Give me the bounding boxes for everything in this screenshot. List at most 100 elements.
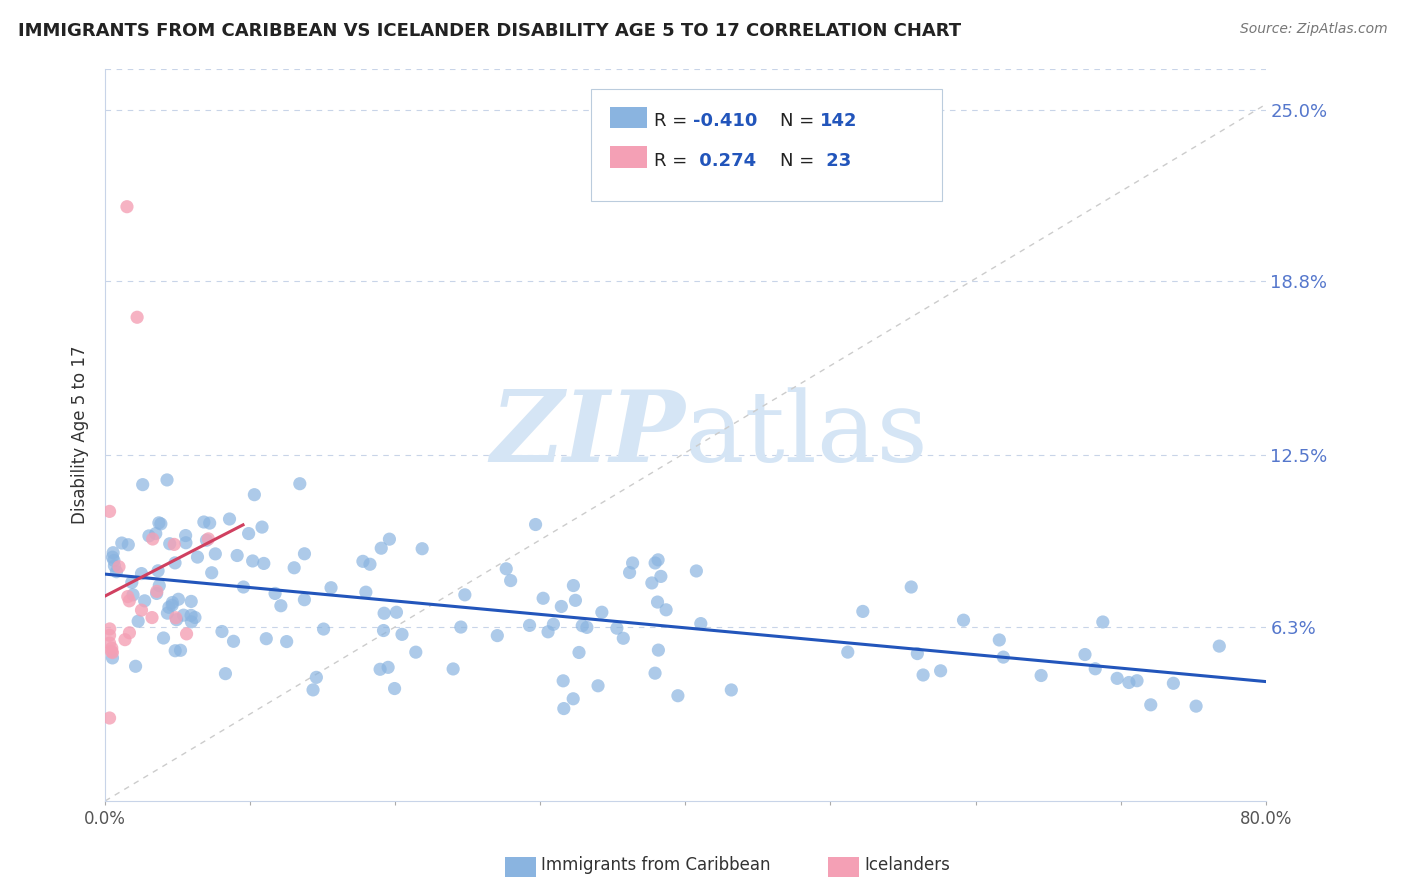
Point xyxy=(264,586,287,600)
Point xyxy=(103,558,125,573)
Point xyxy=(198,516,221,530)
Point xyxy=(100,644,122,658)
Point xyxy=(222,634,245,648)
Point xyxy=(606,621,628,635)
Point xyxy=(354,585,377,599)
Point xyxy=(111,536,134,550)
Point xyxy=(900,580,922,594)
Point xyxy=(564,593,586,607)
Point xyxy=(165,644,187,658)
Point xyxy=(118,625,141,640)
Point xyxy=(650,569,672,583)
Point xyxy=(98,504,121,518)
Point xyxy=(591,605,613,619)
Point xyxy=(1074,648,1097,662)
Point xyxy=(117,590,139,604)
Point xyxy=(988,632,1011,647)
Point xyxy=(176,627,198,641)
Point xyxy=(101,651,124,665)
Point xyxy=(441,662,464,676)
Point xyxy=(571,618,593,632)
Point xyxy=(641,576,664,591)
Point xyxy=(929,664,952,678)
Point xyxy=(211,624,233,639)
Point xyxy=(114,632,136,647)
Text: -0.410: -0.410 xyxy=(693,112,758,129)
Point xyxy=(101,546,124,560)
Point xyxy=(127,310,149,325)
Point xyxy=(101,646,124,660)
Text: 0.274: 0.274 xyxy=(693,152,756,169)
Point xyxy=(163,556,186,570)
Point xyxy=(531,591,554,606)
Text: Icelanders: Icelanders xyxy=(865,856,950,874)
Point xyxy=(169,643,191,657)
Point xyxy=(644,666,666,681)
Point xyxy=(454,588,477,602)
Point xyxy=(1185,699,1208,714)
Point xyxy=(837,645,859,659)
Point xyxy=(1163,676,1185,690)
Point xyxy=(276,634,298,648)
Point xyxy=(173,608,195,623)
Point xyxy=(562,691,585,706)
Point xyxy=(242,554,264,568)
Point xyxy=(495,562,517,576)
Point xyxy=(148,579,170,593)
Point xyxy=(647,595,669,609)
Point xyxy=(852,604,875,618)
Point xyxy=(720,682,742,697)
Point xyxy=(253,557,276,571)
Text: ZIP: ZIP xyxy=(491,386,685,483)
Point xyxy=(148,516,170,530)
Point xyxy=(165,611,187,625)
Point xyxy=(1084,662,1107,676)
Point xyxy=(377,660,399,674)
Point xyxy=(1029,668,1052,682)
Point xyxy=(250,520,273,534)
Point xyxy=(391,627,413,641)
Point xyxy=(543,617,565,632)
Text: Immigrants from Caribbean: Immigrants from Caribbean xyxy=(541,856,770,874)
Point xyxy=(612,632,634,646)
Point xyxy=(121,575,143,590)
Point xyxy=(905,647,928,661)
Point xyxy=(127,614,149,628)
Text: IMMIGRANTS FROM CARIBBEAN VS ICELANDER DISABILITY AGE 5 TO 17 CORRELATION CHART: IMMIGRANTS FROM CARIBBEAN VS ICELANDER D… xyxy=(18,22,962,40)
Point xyxy=(1126,673,1149,688)
Point xyxy=(134,594,156,608)
Point xyxy=(411,541,433,556)
Point xyxy=(193,515,215,529)
Point xyxy=(294,547,316,561)
Point xyxy=(405,645,427,659)
Y-axis label: Disability Age 5 to 17: Disability Age 5 to 17 xyxy=(72,345,89,524)
Point xyxy=(159,537,181,551)
Point xyxy=(647,553,669,567)
Point xyxy=(98,636,121,650)
Point xyxy=(619,566,641,580)
Point xyxy=(553,673,575,688)
Point xyxy=(586,679,609,693)
Point xyxy=(283,561,305,575)
Point xyxy=(195,533,218,548)
Point xyxy=(685,564,707,578)
Point xyxy=(145,526,167,541)
Text: Source: ZipAtlas.com: Source: ZipAtlas.com xyxy=(1240,22,1388,37)
Point xyxy=(174,528,197,542)
Point xyxy=(270,599,292,613)
Point xyxy=(232,580,254,594)
Point xyxy=(141,610,163,624)
Point xyxy=(912,668,935,682)
Point xyxy=(373,624,395,638)
Point xyxy=(218,512,240,526)
Point xyxy=(568,645,591,659)
Point xyxy=(644,556,666,570)
Point xyxy=(100,641,122,656)
Point xyxy=(385,605,408,619)
Point xyxy=(288,476,311,491)
Point xyxy=(553,701,575,715)
Point xyxy=(226,549,249,563)
Point xyxy=(352,554,374,568)
Point xyxy=(312,622,335,636)
Point xyxy=(162,595,184,609)
